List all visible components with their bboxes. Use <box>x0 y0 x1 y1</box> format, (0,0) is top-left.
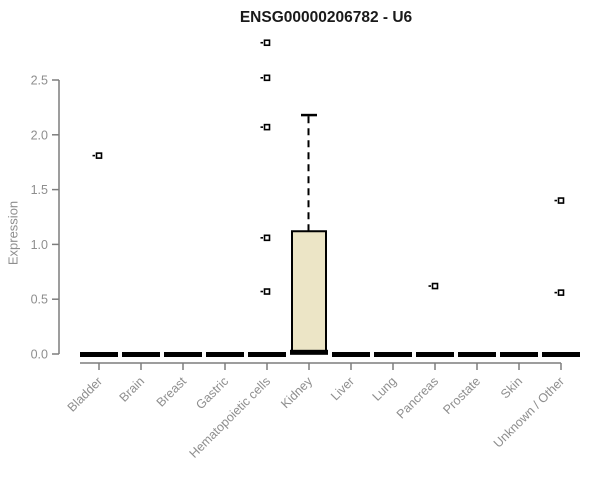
median-bar <box>248 352 286 357</box>
outlier-point <box>263 288 271 295</box>
chart-title: ENSG00000206782 - U6 <box>239 9 413 26</box>
y-tick-label: 2.5 <box>31 74 48 88</box>
outlier-point <box>263 234 271 242</box>
median-bar <box>80 352 118 357</box>
median-bar <box>542 352 580 357</box>
x-category-label: Prostate <box>440 374 483 417</box>
x-category-label: Skin <box>498 374 525 401</box>
outlier-point <box>263 39 271 47</box>
median-bar <box>500 352 538 357</box>
outlier-point <box>95 152 103 159</box>
x-category-label: Brain <box>117 374 148 405</box>
x-category-label: Bladder <box>65 374 105 414</box>
box-rect <box>291 230 327 353</box>
median-bar <box>374 352 412 357</box>
y-tick-label: 1.5 <box>31 183 48 197</box>
x-category-label: Gastric <box>193 374 231 412</box>
y-tick-label: 2.0 <box>31 128 48 142</box>
x-category-label: Breast <box>154 374 190 410</box>
x-category-label: Unknown / Other <box>491 374 567 450</box>
median-bar <box>458 352 496 357</box>
outlier-point <box>431 282 439 290</box>
median-bar <box>206 352 244 357</box>
median-bar <box>122 352 160 357</box>
outlier-point <box>557 197 565 204</box>
outlier-point <box>263 74 271 82</box>
median-bar <box>164 352 202 357</box>
y-tick-label: 0.5 <box>31 293 48 307</box>
y-tick-label: 0.0 <box>31 348 48 362</box>
y-tick-label: 1.0 <box>31 238 48 252</box>
median-bar <box>332 352 370 357</box>
x-category-label: Kidney <box>278 374 315 411</box>
x-category-label: Liver <box>328 374 357 403</box>
outlier-point <box>557 289 565 296</box>
x-category-label: Hematopoietic cells <box>187 374 274 461</box>
median-bar <box>416 352 454 357</box>
outlier-point <box>263 123 271 131</box>
median-bar <box>290 349 328 355</box>
x-category-label: Pancreas <box>394 374 441 421</box>
x-category-label: Lung <box>370 374 400 404</box>
